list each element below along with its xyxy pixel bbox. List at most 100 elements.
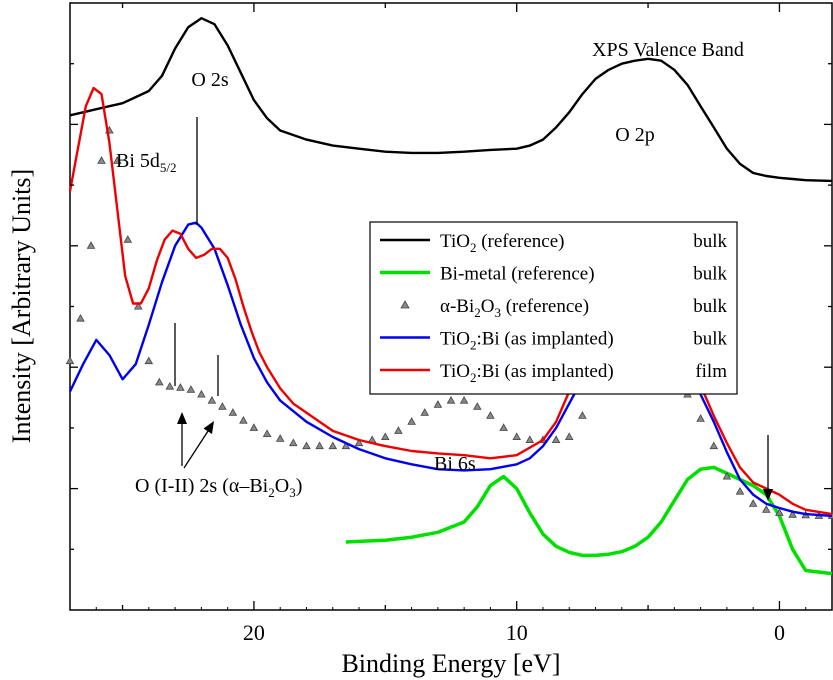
annotation-o12s-sub2: 3 [289, 485, 296, 500]
data-point-marker [433, 400, 443, 408]
annotation-bi5d-sub: 5/2 [160, 160, 177, 175]
series-layer [65, 17, 833, 576]
data-point-marker [289, 438, 298, 447]
legend-label-rest: (reference) [501, 296, 589, 317]
legend-label-1: Bi-metal (reference) [440, 264, 595, 285]
annotation-o12s-mid: O [275, 475, 289, 497]
legend-label-0: TiO2 (reference) [440, 231, 565, 255]
data-point-marker [228, 408, 238, 416]
legend-tag-1: bulk [693, 264, 727, 285]
legend-label-2: α-Bi2O3 (reference) [440, 296, 589, 320]
annotation-o2p: O 2p [615, 124, 654, 146]
data-point-marker [775, 508, 784, 516]
data-point-marker [381, 432, 390, 440]
arrow-o2-shaft [183, 427, 211, 469]
legend-label-main: Bi-metal [440, 264, 506, 285]
data-point-marker [207, 395, 217, 404]
legend-label-sub2: 3 [494, 305, 501, 320]
legend-label-sub: 2 [470, 338, 477, 353]
legend-tag-4: film [695, 361, 727, 382]
legend-label-rest: :Bi (as implanted) [476, 329, 613, 350]
series-line-1 [345, 465, 833, 576]
data-point-marker [735, 486, 745, 495]
legend-marker-2 [400, 300, 410, 309]
data-point-marker [459, 395, 469, 404]
data-point-marker [525, 435, 535, 443]
annotation-o2s: O 2s [191, 69, 228, 91]
legend-label-main: TiO [440, 361, 470, 382]
arrow-o2-head [203, 421, 214, 434]
legend-tag-2: bulk [693, 296, 727, 317]
data-point-marker [144, 356, 154, 365]
legend-label-4: TiO2:Bi (as implanted) [440, 361, 614, 385]
data-point-marker [328, 441, 338, 450]
annotation-bi5d-main: Bi 5d [116, 150, 160, 172]
data-point-marker [762, 505, 771, 513]
data-point-marker [341, 441, 351, 450]
data-point-marker [473, 402, 482, 410]
legend-label-3: TiO2:Bi (as implanted) [440, 329, 614, 353]
annotation-title: XPS Valence Band [592, 39, 744, 61]
x-tick-label: 10 [506, 620, 528, 645]
legend-label-sub: 2 [474, 305, 481, 320]
legend-label-rest: (reference) [476, 231, 564, 252]
legend-label-main: TiO [440, 329, 470, 350]
data-point-marker [578, 411, 587, 419]
legend-label-rest: :Bi (as implanted) [476, 361, 613, 382]
data-point-marker [722, 471, 732, 480]
data-point-marker [97, 156, 106, 164]
data-point-marker [275, 434, 285, 442]
legend-label-mid: O [481, 296, 495, 317]
legend-tag-0: bulk [693, 231, 727, 252]
data-point-marker [420, 408, 429, 416]
data-point-marker [446, 395, 456, 404]
x-tick-label: 0 [774, 620, 785, 645]
data-point-marker [512, 432, 521, 440]
data-point-marker [65, 356, 75, 365]
series-line-0 [69, 17, 833, 183]
annotation-lines [174, 117, 773, 501]
arrow-fermi-head [763, 489, 773, 501]
data-point-marker [407, 417, 416, 425]
data-point-marker [354, 438, 364, 447]
series-line-3 [68, 221, 833, 518]
y-axis-title: Intensity [Arbitrary Units] [7, 169, 36, 443]
data-point-marker [551, 435, 561, 443]
annotation-bi5d: Bi 5d5/2 [116, 150, 177, 175]
annotation-o12s-tail: ) [296, 475, 303, 497]
legend-label-main: TiO [440, 231, 470, 252]
annotation-o12s: O (I-II) 2s (α–Bi2O3) [135, 475, 302, 500]
data-point-marker [197, 389, 206, 398]
data-point-marker [76, 313, 85, 322]
data-point-marker [302, 441, 311, 450]
data-point-marker [499, 423, 508, 431]
data-point-marker [134, 301, 143, 310]
annotation-bi6s: Bi 6s [434, 453, 476, 475]
data-point-marker [748, 499, 758, 507]
text-layer: 20 10 0 Binding Energy [eV] Intensity [Arbit… [7, 39, 785, 678]
data-point-marker [165, 381, 175, 390]
arrow-o1-head [177, 412, 187, 424]
x-tick-label: 20 [243, 620, 265, 645]
data-point-marker [262, 429, 272, 437]
data-point-marker [86, 241, 96, 249]
data-point-marker [176, 383, 185, 391]
data-point-marker [394, 426, 403, 434]
data-point-marker [155, 377, 164, 386]
data-point-marker [696, 414, 705, 422]
data-point-marker [113, 156, 122, 164]
data-point-marker [788, 510, 797, 518]
legend-label-sub: 2 [470, 240, 477, 255]
data-point-marker [315, 441, 324, 450]
annotation-o12s-sub: 2 [268, 485, 275, 500]
data-point-marker [123, 235, 133, 243]
data-point-marker [709, 441, 719, 450]
data-point-marker [186, 385, 196, 393]
legend-label-rest: (reference) [506, 264, 594, 285]
ticks-layer [70, 3, 833, 610]
annotation-o12s-main: O (I-II) 2s (α–Bi [135, 475, 269, 497]
data-point-marker [249, 423, 259, 431]
x-axis-title: Binding Energy [eV] [341, 649, 560, 678]
